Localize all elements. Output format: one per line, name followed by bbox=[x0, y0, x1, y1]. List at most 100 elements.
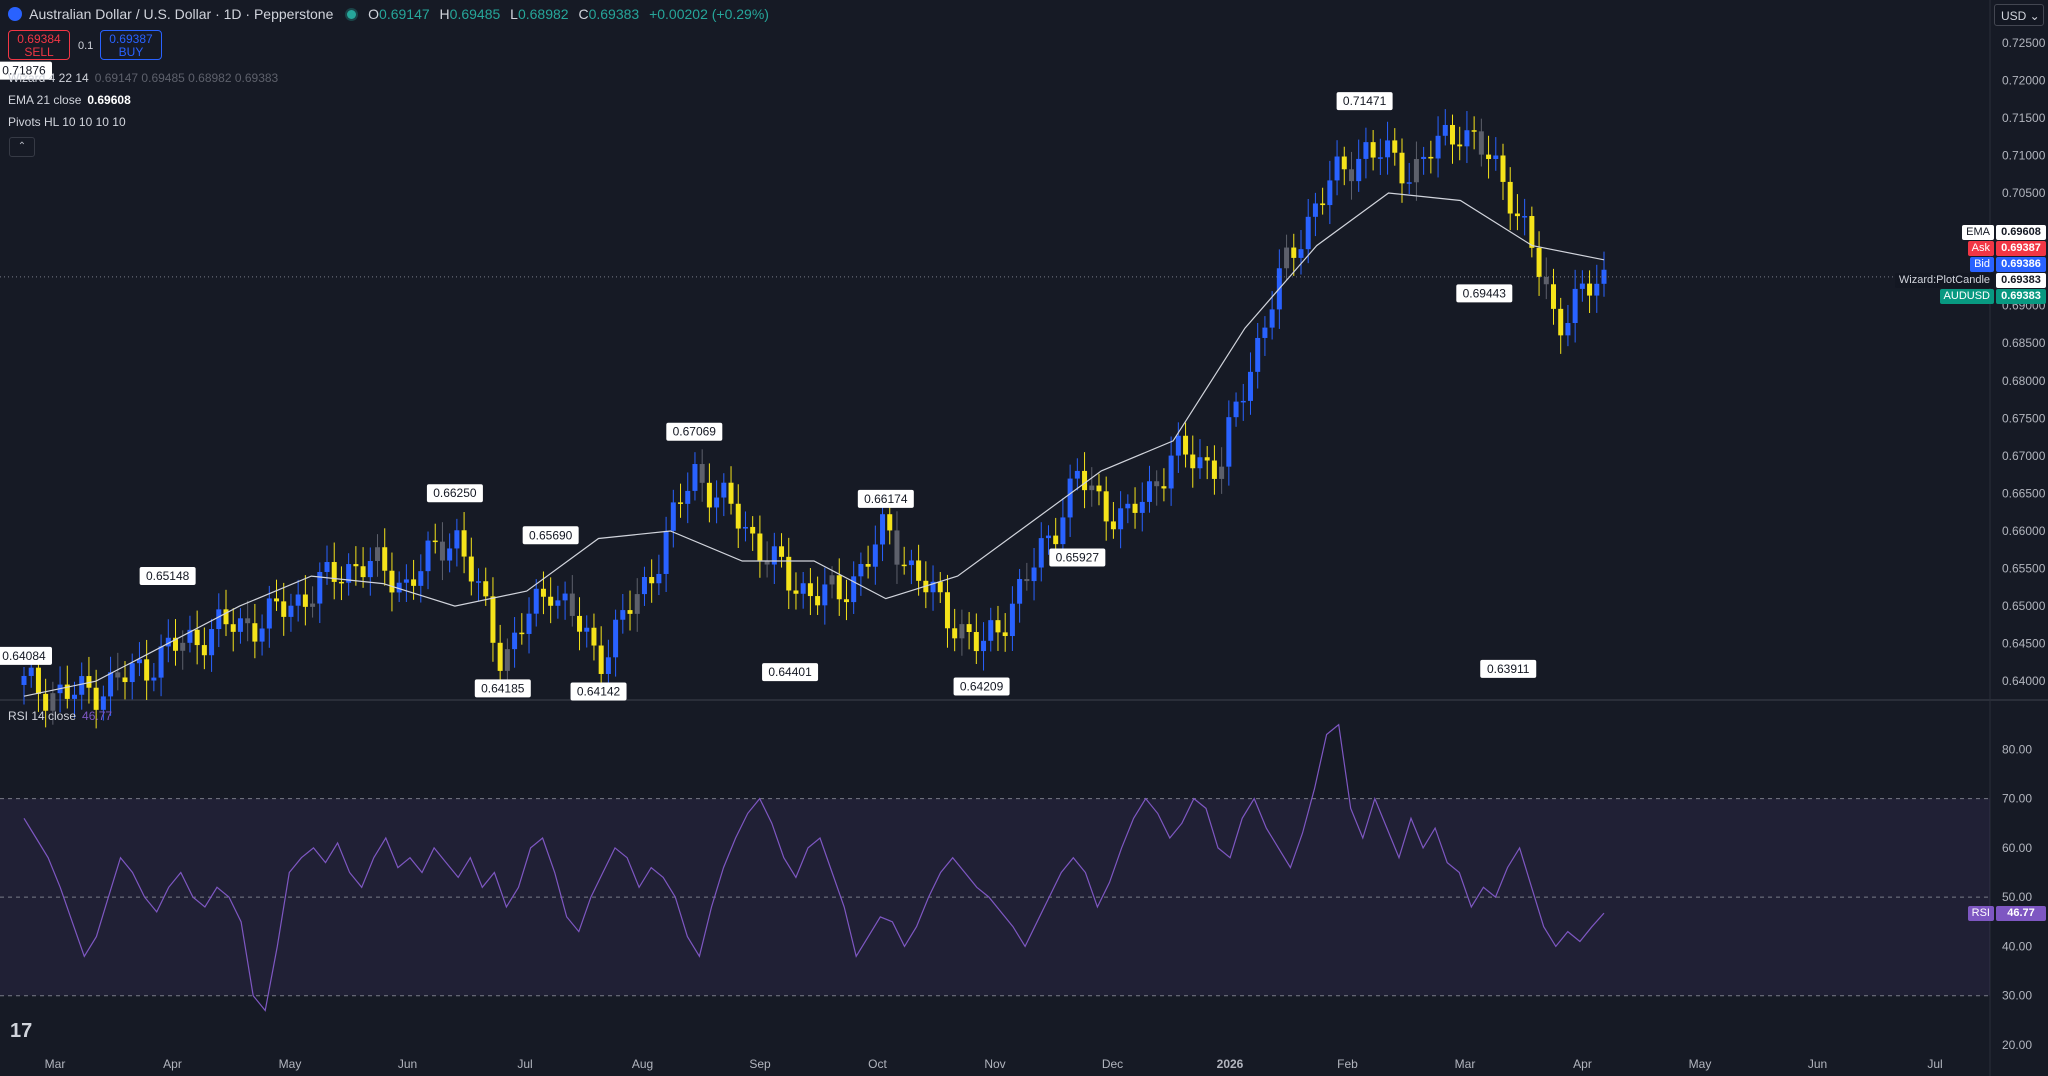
candle-body bbox=[800, 583, 806, 594]
candle-body bbox=[584, 627, 590, 632]
candle-body bbox=[865, 564, 871, 567]
candle-body bbox=[641, 577, 647, 595]
rsi-line bbox=[23, 723, 1605, 1012]
candle-body bbox=[519, 632, 525, 635]
candle-body bbox=[1009, 603, 1015, 637]
candle-body bbox=[230, 624, 236, 632]
pivot-label-box bbox=[666, 422, 723, 441]
candle-body bbox=[504, 649, 510, 671]
price-tag-value: 0.69383 bbox=[1996, 273, 2046, 288]
candle-body bbox=[1053, 535, 1059, 545]
candle-body bbox=[750, 526, 756, 534]
candle-body bbox=[1478, 131, 1484, 155]
candle-body bbox=[360, 566, 366, 578]
rsi-tick-label: 80.00 bbox=[2002, 742, 2032, 756]
price-tick-label: 0.67000 bbox=[2002, 449, 2046, 463]
price-tag-label: EMA bbox=[1962, 225, 1994, 240]
rsi-tick-label: 40.00 bbox=[2002, 939, 2032, 953]
pivot-label: 0.65690 bbox=[529, 528, 573, 542]
indicator-ema[interactable]: EMA 21 close 0.69608 bbox=[8, 93, 131, 107]
time-tick-label: Nov bbox=[984, 1057, 1005, 1071]
pivot-label: 0.66174 bbox=[864, 492, 908, 506]
candle-body bbox=[1118, 508, 1124, 530]
candle-body bbox=[555, 600, 561, 606]
chevron-up-icon[interactable]: ⌃ bbox=[9, 137, 35, 157]
candle-body bbox=[100, 696, 106, 710]
candle-body bbox=[317, 571, 323, 604]
candle-body bbox=[461, 530, 467, 557]
candle-body bbox=[108, 672, 114, 697]
price-tag-label: Bid bbox=[1970, 257, 1994, 272]
currency-select[interactable]: USD ⌄ bbox=[1994, 4, 2044, 26]
candle-body bbox=[483, 581, 489, 597]
candle-body bbox=[678, 502, 684, 504]
candle-body bbox=[836, 575, 842, 600]
candle-body bbox=[266, 598, 272, 629]
rsi-tick-label: 70.00 bbox=[2002, 792, 2032, 806]
candle-body bbox=[1074, 470, 1080, 479]
candle-body bbox=[129, 663, 135, 683]
price-tick-label: 0.68000 bbox=[2002, 374, 2046, 388]
candle-body bbox=[389, 570, 395, 593]
candle-body bbox=[245, 618, 251, 624]
pivot-label-box bbox=[474, 679, 531, 698]
ema-value: 0.69608 bbox=[87, 93, 131, 107]
order-quantity[interactable]: 0.1 bbox=[78, 40, 94, 52]
candle-body bbox=[1341, 156, 1347, 170]
candle-body bbox=[894, 530, 900, 565]
candle-body bbox=[598, 645, 604, 674]
candle-body bbox=[1219, 466, 1225, 479]
candle-body bbox=[1305, 216, 1311, 250]
candle-body bbox=[1146, 481, 1152, 502]
pivot-label: 0.65148 bbox=[146, 569, 190, 583]
candle-body bbox=[966, 624, 972, 633]
candle-body bbox=[930, 581, 936, 593]
candle-body bbox=[1500, 155, 1506, 182]
candle-body bbox=[1045, 535, 1051, 539]
candle-body bbox=[742, 526, 748, 529]
time-tick-label: Aug bbox=[632, 1057, 653, 1071]
candle-body bbox=[779, 546, 785, 557]
time-tick-label: Jun bbox=[1808, 1057, 1827, 1071]
indicator-wizard[interactable]: Wizard 4 22 14 0.69147 0.69485 0.68982 0.… bbox=[8, 71, 278, 85]
candle-body bbox=[656, 573, 662, 584]
candle-body bbox=[1457, 144, 1463, 147]
pivot-label: 0.64185 bbox=[481, 681, 525, 695]
candle-body bbox=[1110, 521, 1116, 530]
candle-body bbox=[346, 564, 352, 583]
price-tag-label: Wizard:PlotCandle bbox=[1894, 273, 1994, 288]
sell-button[interactable]: 0.69384 SELL bbox=[8, 30, 70, 60]
candle-body bbox=[916, 560, 922, 581]
candle-body bbox=[1363, 142, 1369, 159]
pivot-label-box bbox=[1480, 659, 1537, 678]
open-label: O bbox=[368, 6, 380, 22]
candle-body bbox=[1132, 503, 1138, 513]
candle-body bbox=[721, 482, 727, 498]
candle-body bbox=[952, 628, 958, 639]
candle-body bbox=[1464, 130, 1470, 147]
candle-body bbox=[418, 571, 424, 586]
candle-body bbox=[699, 464, 705, 483]
candle-body bbox=[295, 594, 301, 606]
candle-body bbox=[1298, 249, 1304, 258]
price-tag-value: 0.69608 bbox=[1996, 225, 2046, 240]
pivot-label: 0.71876 bbox=[2, 64, 46, 78]
indicator-rsi[interactable]: RSI 14 close 46.77 bbox=[8, 709, 112, 723]
open-value: 0.69147 bbox=[379, 6, 430, 22]
candle-body bbox=[353, 564, 359, 567]
price-tag-value: 0.69387 bbox=[1996, 241, 2046, 256]
indicator-pivots[interactable]: Pivots HL 10 10 10 10 bbox=[8, 115, 126, 129]
tradingview-logo[interactable]: 17 bbox=[10, 1020, 33, 1042]
candle-body bbox=[872, 544, 878, 567]
symbol-title[interactable]: Australian Dollar / U.S. Dollar · 1D · P… bbox=[29, 6, 334, 22]
candle-body bbox=[1175, 435, 1181, 456]
candle-body bbox=[151, 677, 157, 681]
buy-button[interactable]: 0.69387 BUY bbox=[100, 30, 162, 60]
candle-body bbox=[1125, 503, 1131, 509]
candle-body bbox=[1038, 538, 1044, 568]
price-tick-label: 0.72500 bbox=[2002, 36, 2046, 50]
candle-body bbox=[1558, 308, 1564, 336]
candle-body bbox=[324, 562, 330, 572]
candle-body bbox=[692, 464, 698, 491]
